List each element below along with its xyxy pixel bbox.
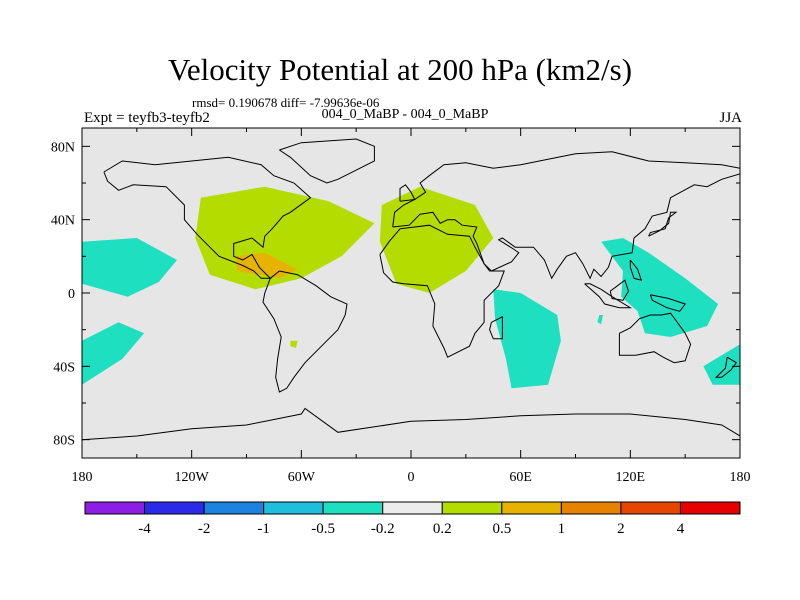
x-tick-label: 180 <box>72 470 93 485</box>
colorbar-swatch <box>144 501 205 515</box>
colorbar-swatch <box>322 501 384 515</box>
y-tick-label: 40S <box>53 360 75 375</box>
colorbar-label: 2 <box>617 521 625 537</box>
coastlines <box>82 138 740 441</box>
chart-subtitle: rmsd= 0.190678 diff= -7.99636e-06 <box>192 95 380 110</box>
colorbar-label: 0.2 <box>433 521 452 537</box>
colorbar-swatch <box>501 501 562 515</box>
region-east-indian-speck <box>597 315 603 325</box>
coastline-australia <box>618 312 692 364</box>
x-tick-label: 0 <box>408 470 415 485</box>
x-tick-label: 120W <box>175 470 210 485</box>
colorbar-label: -0.2 <box>371 521 395 537</box>
coastline-greenland <box>279 138 375 184</box>
colorbar-swatch <box>382 501 443 515</box>
coastline-new-zealand <box>714 356 738 378</box>
x-tick-label: 180 <box>730 470 751 485</box>
region-indian-ocean-negative <box>493 289 561 389</box>
coastline-uk <box>399 184 416 202</box>
region-south-pacific-east-negative <box>703 344 740 385</box>
colorbar-swatch <box>263 501 324 515</box>
y-tick-label: 80N <box>51 140 75 155</box>
season-label: JJA <box>719 110 742 126</box>
x-tick-label: 120E <box>616 470 646 485</box>
colorbar-label: -0.5 <box>311 521 335 537</box>
contour-regions <box>82 186 740 389</box>
case-label: 004_0_MaBP - 004_0_MaBP <box>321 107 489 122</box>
region-south-pacific-negative <box>82 322 145 385</box>
colorbar-label: 4 <box>677 521 685 537</box>
axis-ticks: 180 120W 60W 0 60E 120E 180 80N 40N 0 40S 80S <box>51 128 751 485</box>
colorbar-swatch <box>441 501 503 515</box>
colorbar-swatch <box>203 501 265 515</box>
colorbar-swatch <box>620 501 681 515</box>
colorbar-swatch <box>679 501 741 515</box>
colorbar-swatch <box>560 501 622 515</box>
region-africa-asia-positive <box>379 186 494 293</box>
coastline-antarctica <box>82 407 740 441</box>
coastline-philippines <box>629 259 643 281</box>
colorbar-swatch <box>84 501 146 515</box>
y-tick-label: 0 <box>68 287 75 302</box>
coastline-south-america <box>262 270 348 393</box>
coastline-indonesia <box>584 283 633 309</box>
coastline-africa <box>379 224 505 358</box>
coastline-new-guinea <box>649 294 687 312</box>
colorbar-label: 0.5 <box>492 521 511 537</box>
colorbar-label: 1 <box>558 521 566 537</box>
colorbar-label: -1 <box>257 521 270 537</box>
y-tick-label: 40N <box>51 214 75 229</box>
region-north-pacific-negative <box>82 238 177 297</box>
experiment-label: Expt = teyfb3-teyfb2 <box>84 110 210 126</box>
coastline-japan <box>648 211 678 237</box>
coastline-north-america <box>103 156 312 279</box>
colorbar-label: -2 <box>198 521 211 537</box>
x-tick-label: 60E <box>509 470 532 485</box>
chart-title: Velocity Potential at 200 hPa (km2/s) <box>167 52 633 87</box>
colorbar: -4 -2 -1 -0.5 -0.2 0.2 0.5 1 2 4 <box>84 501 741 537</box>
colorbar-label: -4 <box>138 521 151 537</box>
coastline-europe-asia <box>392 151 740 280</box>
region-south-atlantic-speck <box>290 340 298 348</box>
coastline-madagascar <box>489 315 503 340</box>
x-tick-label: 60W <box>288 470 316 485</box>
y-tick-label: 80S <box>53 434 75 449</box>
coastline-borneo <box>609 279 630 301</box>
